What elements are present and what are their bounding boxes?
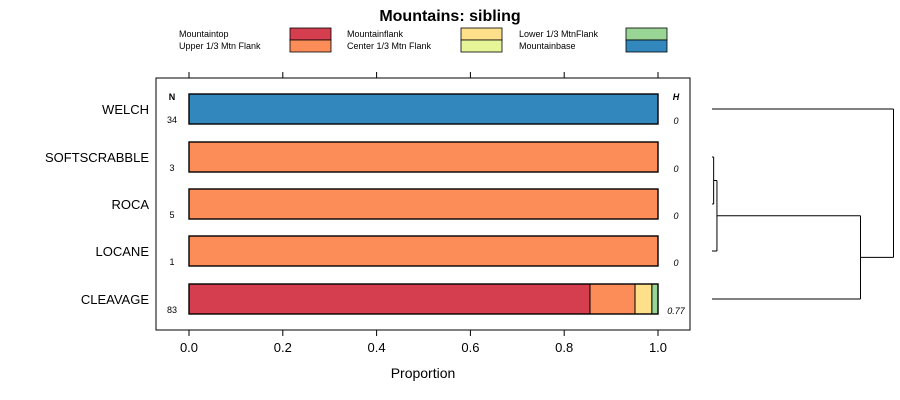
legend-swatch-mountainflank [460,27,503,41]
bar-outline-softscrabble [188,141,659,173]
legend-swatch-mountaintop [289,27,332,41]
bar-outline-roca [188,188,659,220]
bar-segment-cleavage-mountaintop [188,283,591,315]
legend-swatch-mountainbase [625,39,668,53]
bar-segment-cleavage-lower-1-3-mtnflank [651,283,659,315]
h-values: 0 0 0 0 0.77 [667,116,686,316]
category-label-roca: ROCA [111,197,149,212]
x-tick-label-4: 0.8 [555,340,573,355]
category-label-locane: LOCANE [96,244,150,259]
h-value-softscrabble: 0 [673,164,678,174]
category-label-welch: WELCH [102,102,149,117]
x-tick-label-3: 0.6 [461,340,479,355]
legend-swatch-lower-1-3-mtnflank [625,27,668,41]
bar-outline-locane [188,235,659,267]
x-axis-label: Proportion [391,365,456,381]
h-value-roca: 0 [673,211,678,221]
legend-label-mountainbase: Mountainbase [519,41,576,51]
bar-segment-locane-upper-1-3-mtn-flank [188,235,659,267]
x-tick-label-5: 1.0 [649,340,667,355]
h-value-locane: 0 [673,258,678,268]
legend-swatch-center-1-3-mtn-flank [460,39,503,53]
bars-group [188,93,659,315]
legend-label-mountainflank: Mountainflank [347,29,404,39]
legend-label-mountaintop: Mountaintop [179,29,229,39]
plot-frame [155,77,691,331]
x-tick-label-1: 0.2 [274,340,292,355]
legend-label-upper-1-3-mtn-flank: Upper 1/3 Mtn Flank [179,41,261,51]
legend-label-center-1-3-mtn-flank: Center 1/3 Mtn Flank [347,41,432,51]
h-header: H [673,92,680,102]
n-value-locane: 1 [169,257,174,267]
x-tick-label-2: 0.4 [368,340,386,355]
bar-segment-welch-mountainbase [188,93,659,125]
dendrogram [712,108,894,300]
category-labels: WELCH SOFTSCRABBLE ROCA LOCANE CLEAVAGE [45,102,149,307]
bar-segment-softscrabble-upper-1-3-mtn-flank [188,141,659,173]
bar-segment-cleavage-mountainflank [634,283,653,315]
n-value-softscrabble: 3 [169,163,174,173]
category-label-cleavage: CLEAVAGE [81,292,149,307]
n-value-roca: 5 [169,210,174,220]
legend-label-lower-1-3-mtnflank: Lower 1/3 MtnFlank [519,29,599,39]
n-header: N [169,92,176,102]
n-value-cleavage: 83 [167,305,177,315]
bar-segment-cleavage-upper-1-3-mtn-flank [589,283,636,315]
legend-swatch-upper-1-3-mtn-flank [289,39,332,53]
x-tick-label-0: 0.0 [180,340,198,355]
bar-segment-roca-upper-1-3-mtn-flank [188,188,659,220]
n-value-welch: 34 [167,115,177,125]
x-axis: 0.0 0.2 0.4 0.6 0.8 1.0 [180,72,667,355]
n-values: 34 3 5 1 83 [167,115,177,315]
legend: Mountaintop Upper 1/3 Mtn Flank Mountainfl… [179,27,668,53]
h-value-cleavage: 0.77 [667,306,686,316]
chart-title: Mountains: sibling [379,8,520,25]
bar-outline-cleavage [188,283,659,315]
category-label-softscrabble: SOFTSCRABBLE [45,150,149,165]
h-value-welch: 0 [673,116,678,126]
bar-outline-welch [188,93,659,125]
